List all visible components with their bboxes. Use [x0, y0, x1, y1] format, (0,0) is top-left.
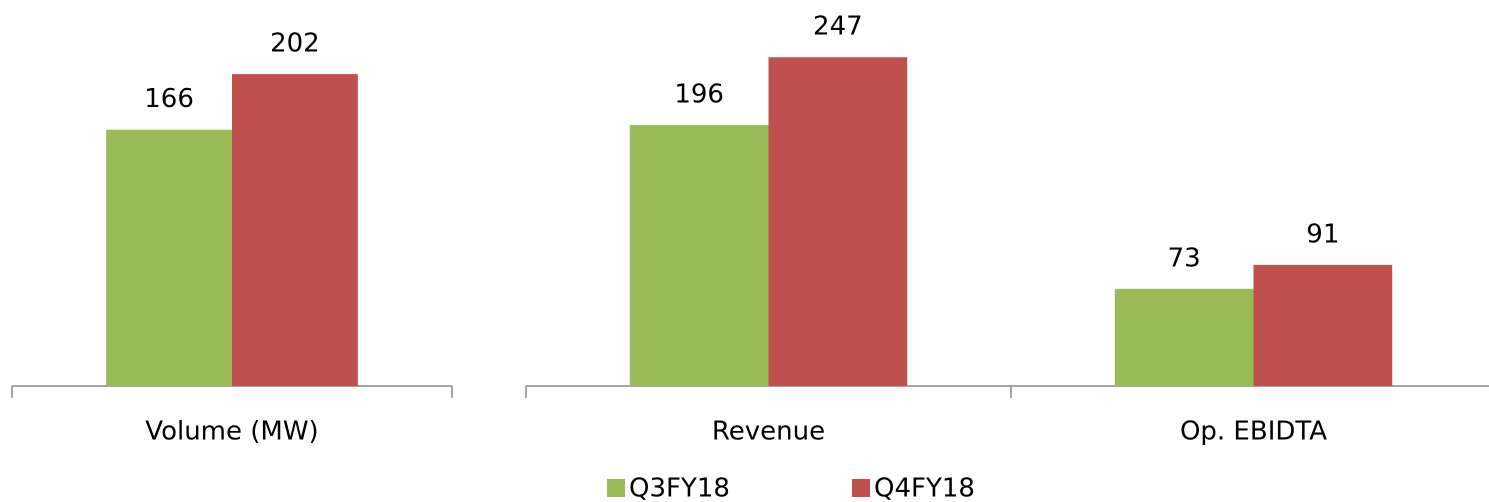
legend-label: Q3FY18 [629, 474, 730, 502]
bar [1114, 288, 1254, 386]
legend-swatch [852, 479, 870, 497]
value-label: 91 [1306, 219, 1339, 249]
value-label: 166 [144, 84, 194, 114]
bar [106, 129, 232, 387]
value-label: 196 [674, 80, 724, 110]
value-label: 73 [1168, 243, 1201, 273]
bar [629, 125, 769, 386]
x-tick-label: Volume (MW) [145, 417, 318, 447]
bar [1253, 264, 1393, 386]
bar [768, 57, 908, 386]
bar [232, 74, 358, 386]
legend-label: Q4FY18 [874, 474, 975, 502]
value-label: 247 [813, 12, 863, 42]
legend-swatch [607, 479, 625, 497]
value-label: 202 [270, 29, 320, 59]
x-tick-label: Revenue [712, 417, 825, 447]
x-tick-label: Op. EBIDTA [1180, 417, 1327, 447]
